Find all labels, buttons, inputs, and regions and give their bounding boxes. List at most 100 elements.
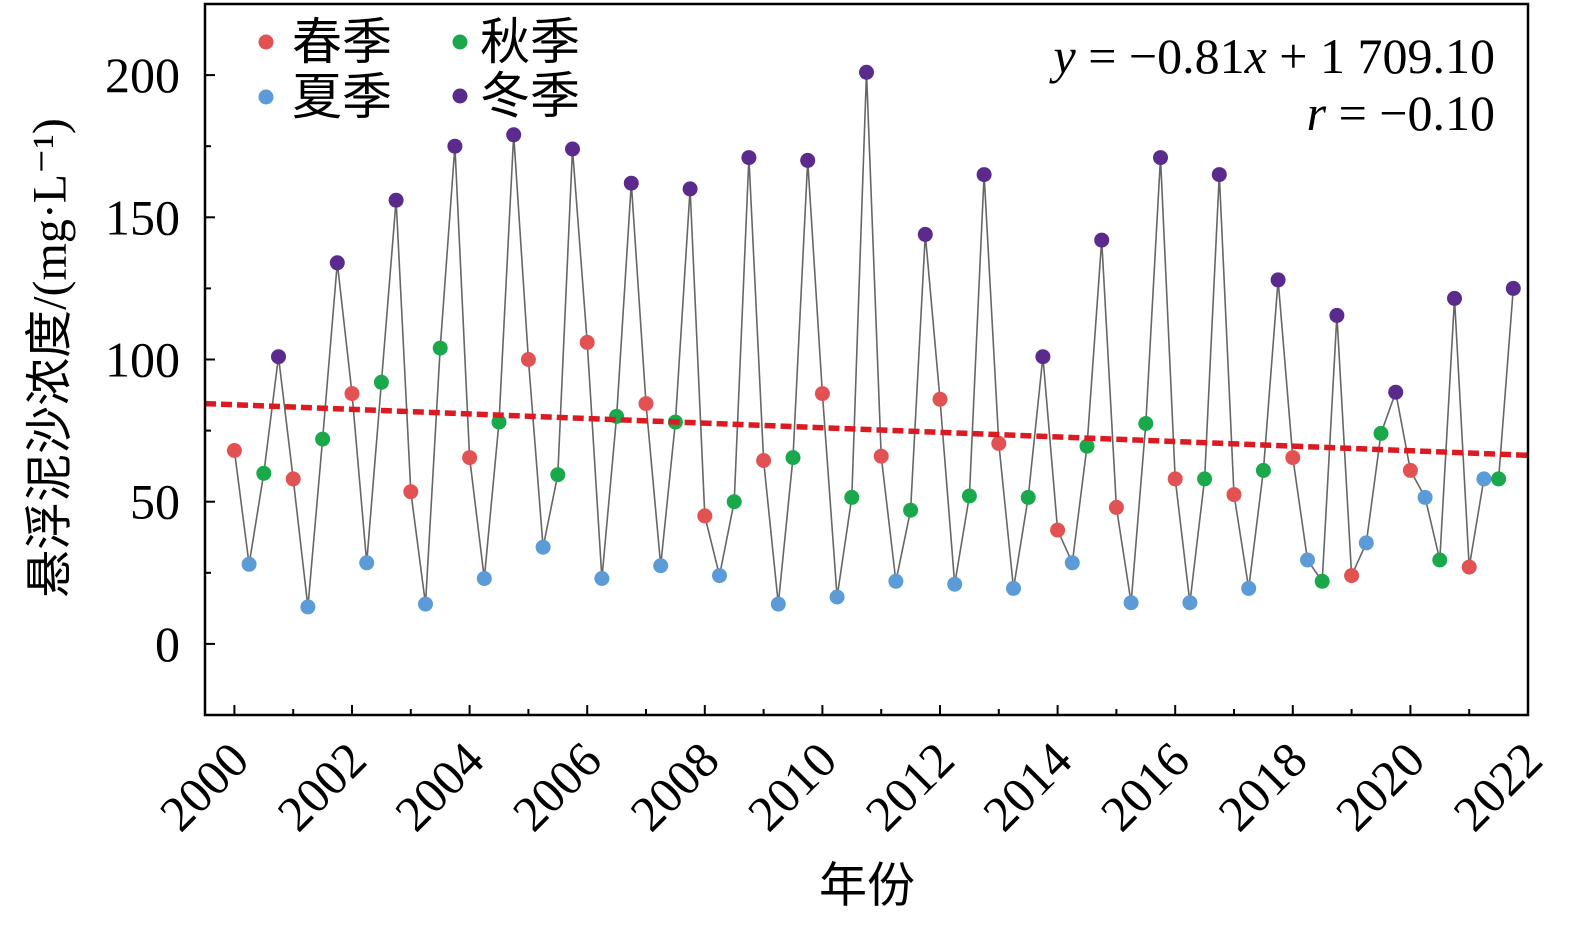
series-2-point [1476,471,1492,487]
x-tick-label: 2020 [1325,731,1435,841]
correlation-value: = −0.10 [1326,85,1495,141]
equation-lhs: y [1048,28,1076,84]
series-1-point [1167,471,1183,487]
series-1-point [462,450,478,466]
series-2-point [594,571,610,586]
series-3-point [550,467,566,483]
series-4-point [741,150,757,166]
x-tick-label: 2022 [1442,731,1552,841]
x-tick-label: 2008 [619,731,729,841]
series-2-point [359,555,375,571]
series-4-point [329,255,345,271]
x-axis-label: 年份 [819,860,915,913]
legend-item-summer: 夏季 [258,69,392,125]
regression-equation: y = −0.81x + 1 709.10 [1048,28,1495,84]
series-4-point [271,349,286,365]
series-2-point [947,576,963,592]
series-3-point [1314,573,1330,589]
series-1-point [873,448,889,464]
x-tick-label: 2006 [502,731,612,841]
series-3-point [903,502,919,518]
series-2-point [1123,595,1139,611]
y-tick-label: 0 [155,616,180,672]
equation-intercept: + 1 709.10 [1267,28,1495,84]
series-3-point [432,340,448,356]
series-3-point [1020,489,1036,505]
series-1-point [1285,450,1301,466]
plot-frame [203,2,1530,717]
series-1-point [756,453,772,468]
legend-label-summer: 夏季 [292,69,392,125]
correlation-symbol: r [1307,85,1327,141]
series-2-point [1300,552,1315,568]
series-1-point [1226,487,1242,503]
series-3-point [844,489,860,505]
legend-marker-winter [452,88,468,104]
series-1-point [285,471,301,487]
series-3-point [961,488,977,504]
y-tick-label: 100 [105,332,180,388]
series-1-point [814,386,830,402]
series-2-point [418,596,433,612]
series-1-point [1108,499,1124,515]
series-2-point [535,539,551,555]
series-3-point [726,494,742,510]
series-1-point [1402,462,1418,478]
series-1-point [344,386,360,402]
series-2-point [888,573,904,589]
series-1-point [991,435,1007,451]
series-4-point [682,181,698,197]
series-4-point [1035,349,1051,365]
series-3-point [1491,471,1507,487]
y-axis-label: 悬浮泥沙浓度/(mg·L⁻¹) [24,118,77,598]
legend-label-spring: 春季 [292,14,392,70]
series-4-point [1153,150,1168,166]
series-4-point [388,192,404,208]
series-3-point [256,465,272,481]
series-3-point [491,414,507,430]
series-2-point [712,568,727,584]
legend-item-autumn: 秋季 [452,14,580,70]
series-2-point [1064,555,1080,571]
series-3-point [785,450,801,466]
y-tick-label: 50 [130,474,180,530]
y-tick-label: 150 [105,189,180,245]
series-3-point [1432,552,1448,568]
equation-slope: = −0.81 [1076,28,1245,84]
connector-line [233,71,1515,608]
series-4-point [447,138,463,154]
series-4-point [800,152,816,168]
series-2-point [476,571,492,586]
series-1-point [1344,568,1360,584]
correlation-coefficient: r = −0.10 [1307,85,1495,141]
x-tick-label: 2012 [854,731,964,841]
series-1-point [520,352,536,367]
legend-label-winter: 冬季 [480,68,580,124]
series-1-point [1461,559,1477,575]
legend-marker-summer [258,89,274,105]
series-4-point [1447,290,1462,306]
series-4-point [976,167,992,183]
x-tick-label: 2016 [1090,731,1200,841]
series-4-point [859,64,874,80]
series-4-point [565,141,580,157]
series-4-point [506,127,522,143]
series-3-point [1138,416,1154,431]
series-3-point [1373,425,1389,441]
series-3-point [373,374,389,390]
x-tick-label: 2010 [737,731,847,841]
series-4-point [1329,307,1345,323]
series-3-point [315,431,331,447]
series-2-point [1006,580,1021,596]
series-1-point [1050,522,1066,538]
series-2-point [1417,489,1433,505]
x-tick-label: 2000 [149,731,259,841]
series-1-point [697,508,713,524]
series-3-point [1197,471,1213,487]
series-2-point [770,596,786,612]
series-2-point [241,556,257,572]
trend-line [204,400,1529,459]
trend-layer [204,400,1529,459]
x-tick-label: 2014 [972,731,1082,841]
